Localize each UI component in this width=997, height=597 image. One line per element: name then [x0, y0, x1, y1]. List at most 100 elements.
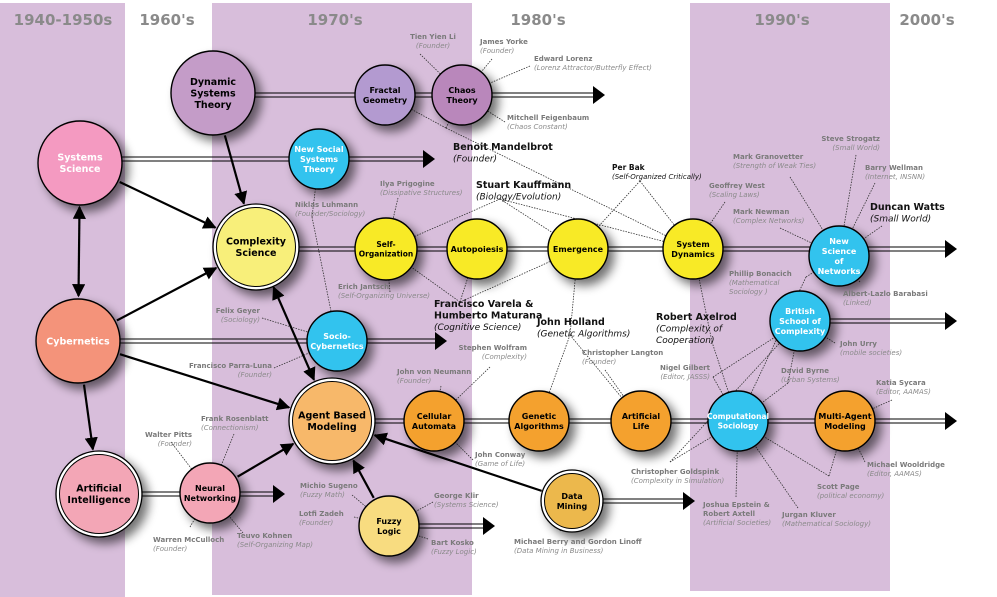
person-label: Barry Wellman(Internet, INSNN): [865, 164, 925, 181]
leader-line: [569, 334, 623, 399]
node-circle: [35, 298, 121, 384]
leader-line: [419, 53, 441, 75]
person-name: Steve Strogatz: [821, 135, 880, 143]
person-label: Stuart Kauffmann (Biology/Evolution): [476, 180, 571, 203]
person-name: Lotfi Zadeh: [299, 510, 344, 518]
leader-line: [414, 198, 501, 237]
leader-line: [487, 110, 506, 123]
leader-line: [779, 227, 813, 244]
node-label: Automata: [412, 422, 456, 431]
arrowhead-icon: [945, 412, 957, 430]
person-note: (Self-Organizing Map): [237, 541, 313, 549]
person-note: (Small World): [870, 215, 931, 225]
era-labels: 1940-1950s 1960's 1970's 1980's 1990's 2000's: [14, 11, 955, 29]
person-label: Joshua Epstein &Robert Axtell(Artificial…: [702, 501, 771, 527]
arrowhead-icon: [273, 485, 285, 503]
leader-line: [754, 445, 799, 509]
person-name: John Urry: [839, 340, 877, 348]
node-circle-inner: [292, 381, 372, 461]
leader-line: [170, 441, 193, 470]
person-note: (Systems Science): [434, 501, 499, 509]
era-bands: [0, 3, 890, 597]
person-label: Teuvo Kohnen(Self-Organizing Map): [237, 532, 313, 549]
person-note: (Fuzzy Logic): [431, 548, 477, 556]
person-label: Benoit Mandelbrot (Founder): [453, 142, 553, 165]
leader-line: [410, 266, 461, 303]
person-note: (Founder): [153, 545, 188, 553]
node-circle: [431, 64, 493, 126]
node-label: School of: [779, 317, 821, 326]
person-label: Katia Sycara(Editor, AAMAS): [876, 379, 931, 396]
person-name: Francisco Varela &: [434, 299, 533, 310]
leader-line: [459, 260, 551, 303]
person-name: Albert-Lazlo Barabasi: [843, 290, 928, 298]
node-circle: [288, 128, 350, 190]
node-cyber: Cybernetics: [35, 298, 121, 384]
arrowhead-icon: [483, 517, 495, 535]
node-circle: [808, 225, 870, 287]
person-note: (Biology/Evolution): [476, 193, 561, 203]
leader-line: [712, 336, 775, 378]
node-label: Genetic: [522, 412, 557, 421]
leader-line: [454, 441, 474, 461]
node-label: Life: [633, 422, 650, 431]
person-name: John Conway: [474, 451, 526, 459]
arrowhead-icon: [423, 150, 435, 168]
leader-line: [417, 535, 429, 540]
leader-line: [851, 182, 876, 230]
person-note: (Dissipative Structures): [380, 189, 463, 197]
person-label: Walter Pitts(Founder): [145, 431, 192, 448]
person-label: Edward Lorenz(Lorenz Attractor/Butterfly…: [534, 55, 652, 72]
person-note: (Complex Networks): [733, 217, 805, 225]
leader-line: [669, 436, 713, 463]
leader-line: [789, 176, 824, 231]
influence-arrow: [72, 205, 86, 298]
node-label: Chaos: [448, 86, 475, 95]
person-name: Stephen Wolfram: [459, 344, 528, 352]
node-circle: [306, 310, 368, 372]
person-note: (Founder): [453, 155, 497, 165]
people-labels: Tien Yien Li(Founder) James Yorke(Founder…: [145, 33, 945, 556]
person-label: Warren McCulloch(Founder): [153, 536, 224, 553]
person-name: George Klir: [434, 492, 479, 500]
leader-line: [698, 278, 713, 343]
leader-line: [639, 180, 675, 226]
node-label: Multi-Agent: [818, 412, 871, 421]
leader-line: [597, 180, 641, 228]
leader-line: [604, 369, 625, 397]
person-name: Scott Page: [817, 483, 860, 491]
person-name: Benoit Mandelbrot: [453, 142, 553, 153]
person-label: Geoffrey West(Scaling Laws): [709, 182, 766, 199]
node-circle: [547, 218, 609, 280]
person-name: Tien Yien Li: [410, 33, 456, 41]
person-name: Per Bak: [612, 163, 646, 172]
leader-line: [311, 188, 316, 218]
node-autop: Autopoiesis: [446, 218, 508, 280]
person-label: Duncan Watts (Small World): [870, 202, 945, 225]
node-label: Neural: [195, 484, 225, 493]
arrowhead-icon: [683, 492, 695, 510]
node-sociocyb: Socio-Cybernetics: [306, 310, 368, 372]
person-label: John Conway(Game of Life): [474, 451, 526, 468]
person-note: (Founder): [299, 519, 334, 527]
person-label: George Klir(Systems Science): [434, 492, 499, 509]
person-name: Mark Newman: [733, 208, 789, 216]
node-circle: [170, 50, 256, 136]
node-circle: [707, 390, 769, 452]
leader-line: [569, 278, 576, 336]
leader-line: [843, 154, 857, 227]
influence-arrow: [119, 180, 217, 229]
leader-line: [189, 518, 196, 528]
person-note: (Complexity): [482, 353, 527, 361]
node-label: Cellular: [417, 412, 452, 421]
timeline-arrow: [602, 492, 695, 510]
person-label: Michael Wooldridge(Editor, AAMAS): [867, 461, 945, 478]
person-label: Christopher Langton(Founder): [582, 349, 663, 366]
